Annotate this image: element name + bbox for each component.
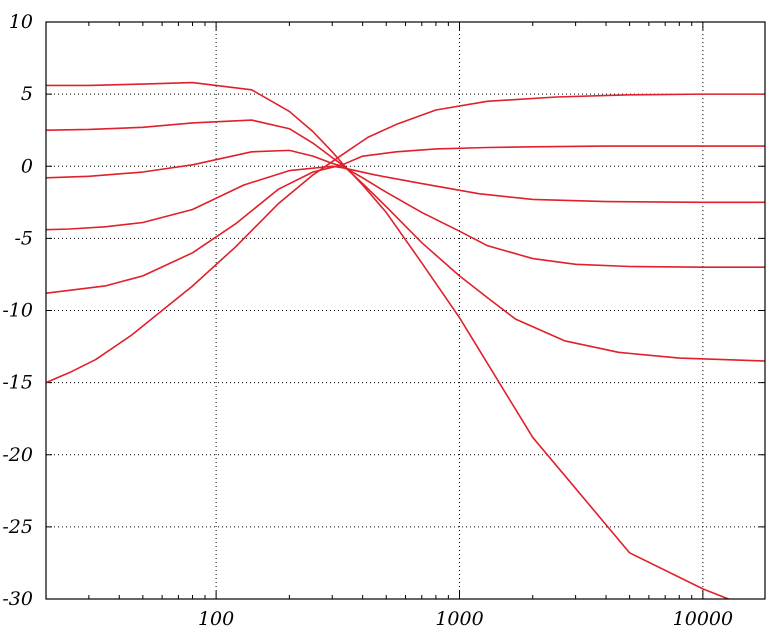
series-line-4	[46, 165, 765, 231]
y-tick-label: 0	[21, 155, 33, 177]
y-tick-label: -20	[2, 444, 33, 466]
series-line-5	[46, 145, 765, 294]
y-tick-label: 5	[21, 83, 33, 105]
x-tick-label: 100	[198, 608, 234, 630]
y-tick-label: -10	[2, 300, 33, 322]
y-tick-label: -30	[2, 588, 33, 610]
series-line-6	[46, 93, 765, 384]
y-tick-label: 10	[9, 11, 33, 33]
series-line-3	[46, 149, 765, 269]
y-tick-label: -15	[2, 372, 33, 394]
x-tick-label: 10000	[673, 608, 733, 630]
y-tick-label: -25	[2, 516, 33, 538]
x-tick-label: 1000	[435, 608, 483, 630]
series-layer	[46, 81, 765, 599]
y-tick-labels: 10 5 0 -5 -10 -15 -20 -25 -30	[2, 11, 33, 610]
x-tick-labels: 100 1000 10000	[198, 608, 733, 630]
y-tick-label: -5	[14, 227, 33, 249]
grid	[46, 22, 765, 599]
series-line-2	[46, 119, 765, 362]
series-line-1	[46, 81, 731, 599]
plot-frame	[45, 21, 766, 600]
minor-ticks	[46, 21, 765, 600]
